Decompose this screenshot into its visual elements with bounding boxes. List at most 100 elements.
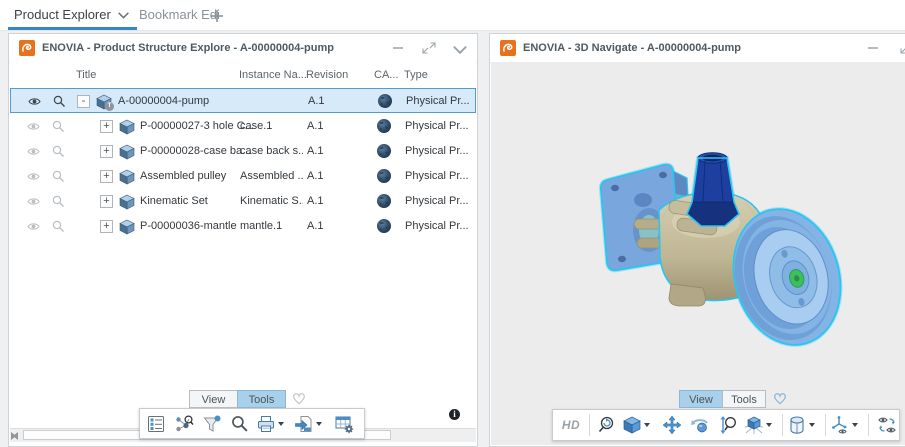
table-settings-button[interactable] xyxy=(330,410,358,437)
view-options-button[interactable] xyxy=(142,410,170,437)
chevron-down-icon[interactable] xyxy=(118,12,129,19)
view-cube-dropdown-caret[interactable] xyxy=(644,423,650,427)
zoom-button[interactable] xyxy=(714,412,742,439)
part-cube-icon xyxy=(118,193,136,211)
row-revision: A.1 xyxy=(307,145,324,157)
ca-globe-icon xyxy=(376,118,392,134)
export-button[interactable] xyxy=(292,410,330,437)
info-icon[interactable]: i xyxy=(449,409,460,420)
row-title[interactable]: Assembled pulley xyxy=(140,170,227,182)
pump-3d-model[interactable] xyxy=(491,62,905,445)
column-ca[interactable]: CA... xyxy=(374,69,399,81)
favorite-toolbar-icon[interactable] xyxy=(771,391,789,406)
visibility-eye-icon[interactable] xyxy=(27,195,40,208)
column-title[interactable]: Title xyxy=(76,69,97,81)
filter-icon xyxy=(203,415,221,432)
enovia-app-icon xyxy=(19,40,35,56)
rotate-icon xyxy=(691,419,708,433)
zoom-area-button[interactable] xyxy=(592,412,620,439)
view-cube-button[interactable] xyxy=(620,412,658,439)
table-row[interactable]: + P-00000036-mantle mantle.1 A.1 Physica… xyxy=(10,214,476,239)
pan-button[interactable] xyxy=(658,412,686,439)
toolbar-divider xyxy=(782,414,783,436)
enovia-app-icon xyxy=(500,40,516,56)
expand-toggle[interactable]: + xyxy=(100,145,113,158)
tab-label: Product Explorer xyxy=(14,7,111,22)
ca-globe-icon xyxy=(376,143,392,159)
scroll-right-arrow[interactable] xyxy=(11,432,16,440)
rotate-button[interactable] xyxy=(686,412,714,439)
print-button[interactable] xyxy=(254,410,292,437)
viewport-3d[interactable] xyxy=(491,62,905,445)
row-title[interactable]: A-00000004-pump xyxy=(118,95,210,107)
row-revision: A.1 xyxy=(307,170,324,182)
panel-title: ENOVIA - Product Structure Explore - A-0… xyxy=(42,42,334,54)
workspace-tab-bar: Product Explorer Bookmark Edi xyxy=(0,0,905,31)
table-row[interactable]: + P-00000027-3 hole C... case.1 A.1 Phys… xyxy=(10,114,476,139)
table-row[interactable]: + Kinematic Set Kinematic S... A.1 Physi… xyxy=(10,189,476,214)
row-instance: mantle.1 xyxy=(240,220,283,232)
table-row[interactable]: + Assembled pulley Assembled ... A.1 Phy… xyxy=(10,164,476,189)
visibility-eye-icon[interactable] xyxy=(27,220,40,233)
filter-button[interactable] xyxy=(198,410,226,437)
section-button[interactable] xyxy=(785,412,823,439)
visibility-eye-icon[interactable] xyxy=(27,120,40,133)
column-revision[interactable]: Revision xyxy=(306,69,349,81)
render-style-button[interactable] xyxy=(742,412,780,439)
print-dropdown-caret[interactable] xyxy=(278,421,284,426)
table-row[interactable]: - T A-00000004-pump A.1 Physical Pr... xyxy=(10,88,476,113)
row-type: Physical Pr... xyxy=(405,220,469,232)
row-revision: A.1 xyxy=(307,120,324,132)
row-search-icon[interactable] xyxy=(52,220,65,233)
expand-toggle[interactable]: - xyxy=(77,95,90,108)
expand-toggle[interactable]: + xyxy=(100,195,113,208)
section-dropdown-caret[interactable] xyxy=(809,423,815,427)
maximize-icon[interactable] xyxy=(900,42,905,54)
minimize-icon[interactable] xyxy=(391,42,405,54)
row-search-icon[interactable] xyxy=(52,145,65,158)
row-search-icon[interactable] xyxy=(53,95,66,108)
tab-product-explorer[interactable]: Product Explorer xyxy=(8,0,137,30)
add-tab-button[interactable] xyxy=(208,7,226,25)
minimize-icon[interactable] xyxy=(866,42,880,54)
search-button[interactable] xyxy=(226,410,254,437)
export-dropdown-caret[interactable] xyxy=(316,421,322,426)
footer-tab-tools[interactable]: Tools xyxy=(237,390,286,408)
row-search-icon[interactable] xyxy=(52,170,65,183)
visibility-eye-icon[interactable] xyxy=(27,145,40,158)
row-title[interactable]: Kinematic Set xyxy=(140,195,208,207)
hd-toggle-button[interactable]: HD xyxy=(555,412,587,439)
robot-axis-button[interactable] xyxy=(828,412,866,439)
explore-graph-button[interactable] xyxy=(170,410,198,437)
collapse-icon[interactable] xyxy=(453,44,467,56)
expand-toggle[interactable]: + xyxy=(100,170,113,183)
part-cube-icon xyxy=(118,218,136,236)
maximize-icon[interactable] xyxy=(422,42,436,54)
footer-tab-view[interactable]: View xyxy=(189,390,238,408)
footer-tab-tools[interactable]: Tools xyxy=(722,390,766,408)
visibility-eye-icon[interactable] xyxy=(27,170,40,183)
expand-toggle[interactable]: + xyxy=(100,220,113,233)
ca-globe-icon xyxy=(377,93,393,109)
visibility-eye-icon[interactable] xyxy=(28,95,41,108)
view-options-icon xyxy=(148,415,164,432)
robot-axis-dropdown-caret[interactable] xyxy=(852,423,858,427)
row-title[interactable]: P-00000027-3 hole C... xyxy=(140,120,254,132)
row-title[interactable]: P-00000036-mantle xyxy=(140,220,237,232)
column-instance-name[interactable]: Instance Na... xyxy=(239,69,307,81)
favorite-toolbar-icon[interactable] xyxy=(290,391,308,406)
footer-tab-view[interactable]: View xyxy=(679,390,723,408)
part-cube-icon xyxy=(118,143,136,161)
row-search-icon[interactable] xyxy=(52,195,65,208)
expand-toggle[interactable]: + xyxy=(100,120,113,133)
tab-bookmark-editor[interactable]: Bookmark Edi xyxy=(139,0,220,30)
robot-axis-icon xyxy=(832,416,847,434)
row-instance: case.1 xyxy=(240,120,273,132)
row-search-icon[interactable] xyxy=(52,120,65,133)
table-row[interactable]: + P-00000028-case ba... case back s... A… xyxy=(10,139,476,164)
hd-label: HD xyxy=(561,418,581,432)
row-title[interactable]: P-00000028-case ba... xyxy=(140,145,252,157)
swap-visibility-button[interactable] xyxy=(871,412,903,439)
column-type[interactable]: Type xyxy=(404,69,428,81)
render-style-dropdown-caret[interactable] xyxy=(766,423,772,427)
